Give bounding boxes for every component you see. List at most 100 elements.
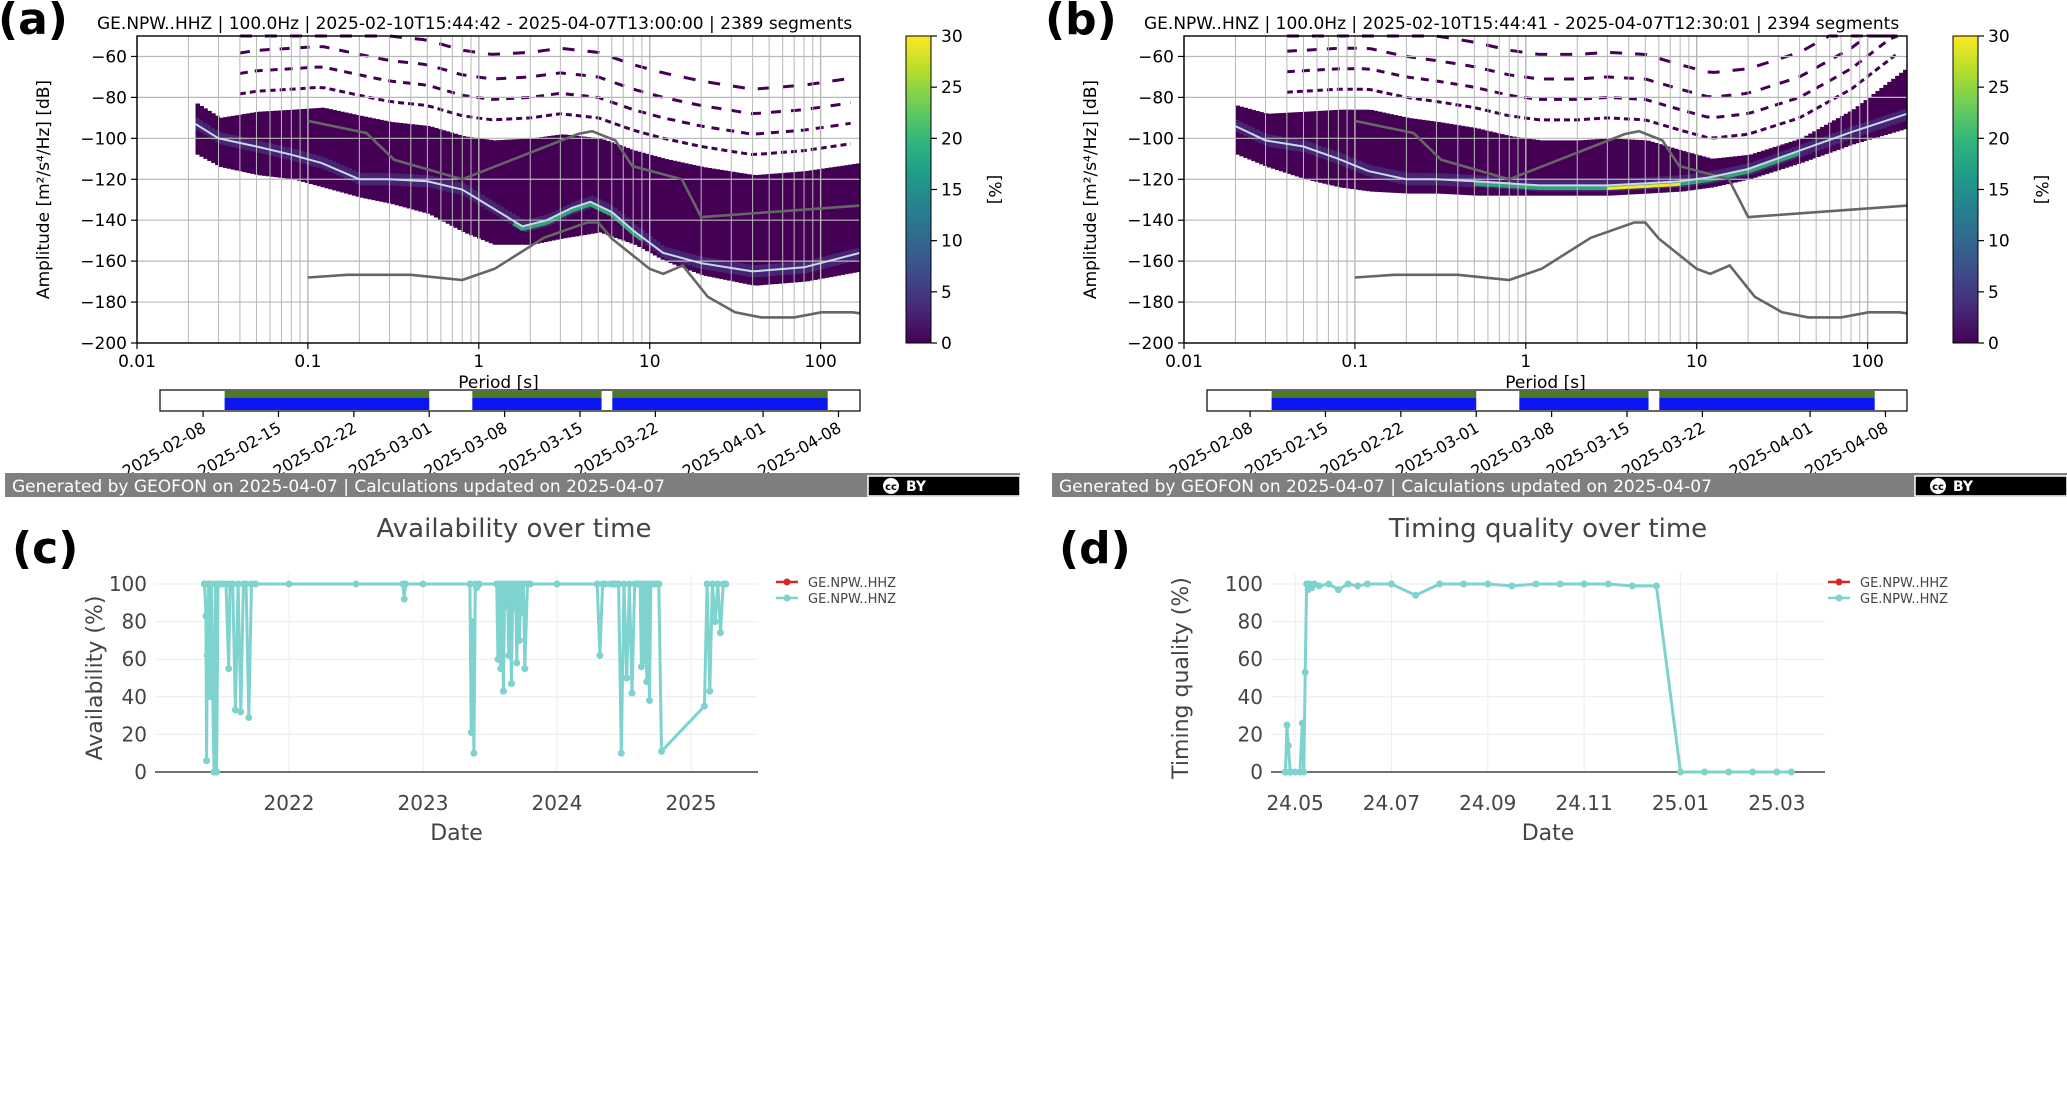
- y-tick-label: −80: [91, 88, 127, 108]
- outlier-streak: [239, 85, 851, 157]
- density-column: [1484, 130, 1489, 196]
- x-tick-label: 24.05: [1266, 791, 1323, 815]
- timeline-tick-label: 2025-02-08: [119, 418, 209, 481]
- timeline-segment-green: [1659, 391, 1875, 398]
- density-column: [734, 172, 740, 283]
- series-point-1: [352, 580, 360, 588]
- density-column: [359, 115, 365, 198]
- density-core: [480, 194, 486, 208]
- x-tick-label: 0.1: [1341, 352, 1368, 372]
- series-point-1: [234, 580, 242, 588]
- series-point-1: [596, 651, 604, 659]
- density-column: [316, 107, 322, 187]
- series-point-1: [203, 757, 211, 765]
- density-column: [1693, 154, 1699, 190]
- x-tick-label: 25.03: [1748, 791, 1805, 815]
- density-column: [1444, 123, 1450, 195]
- density-column: [445, 131, 451, 224]
- series-point-1: [628, 689, 636, 697]
- series-point-1: [1291, 768, 1299, 776]
- series-point-1: [521, 665, 529, 673]
- series-point-1: [526, 580, 534, 588]
- density-column: [688, 164, 693, 271]
- series-point-1: [285, 580, 293, 588]
- x-axis-label: Period [s]: [1505, 373, 1586, 393]
- series-point-1: [1628, 582, 1636, 590]
- density-column: [1468, 127, 1474, 196]
- density-column: [1614, 138, 1620, 196]
- footer-bar: [1052, 473, 2067, 497]
- density-column: [1417, 119, 1422, 194]
- density-core: [211, 127, 216, 140]
- series-point-1: [645, 697, 653, 705]
- series-point-1: [1484, 580, 1492, 588]
- colorbar-tick-label: 30: [1988, 27, 2010, 47]
- colorbar-tick-label: 10: [941, 232, 963, 252]
- density-column: [621, 146, 627, 241]
- density-column: [1456, 125, 1462, 195]
- density-column: [406, 123, 412, 209]
- density-column: [390, 122, 396, 205]
- timeline-tick-label: 2025-02-15: [194, 418, 284, 481]
- density-column: [1531, 139, 1537, 196]
- density-column: [383, 120, 388, 203]
- series-point-1: [553, 580, 561, 588]
- colorbar-tick-label: 30: [941, 27, 963, 47]
- density-column: [719, 169, 724, 280]
- density-column: [402, 123, 408, 208]
- series-point-1: [1787, 768, 1795, 776]
- y-tick-label: 40: [1238, 685, 1263, 709]
- density-column: [1373, 110, 1379, 192]
- density-core: [473, 189, 478, 203]
- y-tick-label: −120: [1127, 170, 1174, 190]
- series-point-1: [1283, 721, 1291, 729]
- timeline-segment-green: [472, 391, 602, 398]
- density-column: [605, 141, 611, 236]
- timeline-tick-label: 2025-04-01: [1726, 418, 1816, 481]
- legend-label-1: GE.NPW..HNZ: [1860, 592, 1948, 607]
- colorbar-tick-label: 25: [1988, 78, 2010, 98]
- density-column: [668, 159, 673, 264]
- density-column: [347, 113, 353, 195]
- density-column: [371, 118, 376, 201]
- panel-d-timing: (d) Timing quality over time 0 20 40 60 80 100 2…: [1059, 514, 1948, 846]
- series-point-1: [1532, 580, 1540, 588]
- outlier-streak: [1286, 34, 1898, 99]
- series-point-1: [213, 768, 221, 776]
- density-column: [1658, 144, 1663, 193]
- x-tick-label: 2023: [398, 791, 449, 815]
- colorbar-tick-label: 5: [1988, 283, 1999, 303]
- timeline-segment-green: [1271, 391, 1477, 398]
- density-column: [410, 124, 416, 210]
- outlier-streak: [1286, 34, 1899, 119]
- density-column: [738, 172, 744, 283]
- density-column: [297, 109, 302, 181]
- density-column: [1547, 140, 1553, 196]
- nhnm-curve: [307, 119, 861, 219]
- y-tick-label: 80: [122, 610, 147, 634]
- density-column: [777, 173, 783, 284]
- license-cc: cc: [1932, 482, 1944, 493]
- y-axis-label: Availability (%): [83, 596, 108, 761]
- density-column: [398, 122, 404, 207]
- density-column: [1551, 140, 1557, 196]
- legend-label-0: GE.NPW..HHZ: [1860, 576, 1948, 591]
- panel-label: (b): [1045, 0, 1117, 45]
- density-core: [492, 201, 498, 215]
- y-tick-label: −100: [80, 129, 127, 149]
- density-column: [1500, 134, 1505, 196]
- series-point-1: [593, 580, 601, 588]
- series-point-1: [706, 687, 714, 695]
- density-column: [301, 109, 306, 182]
- x-tick-label: 0.01: [1165, 352, 1203, 372]
- density-column: [320, 107, 326, 188]
- series-point-1: [1604, 580, 1612, 588]
- density-column: [824, 168, 830, 278]
- series-point-1: [658, 747, 666, 755]
- density-column: [1369, 109, 1375, 192]
- density-column: [547, 136, 552, 242]
- colorbar-tick-label: 15: [941, 181, 963, 201]
- timeline-tick-label: 2025-04-08: [754, 418, 844, 481]
- plot-frame: [1183, 35, 1908, 344]
- density-column: [578, 136, 584, 236]
